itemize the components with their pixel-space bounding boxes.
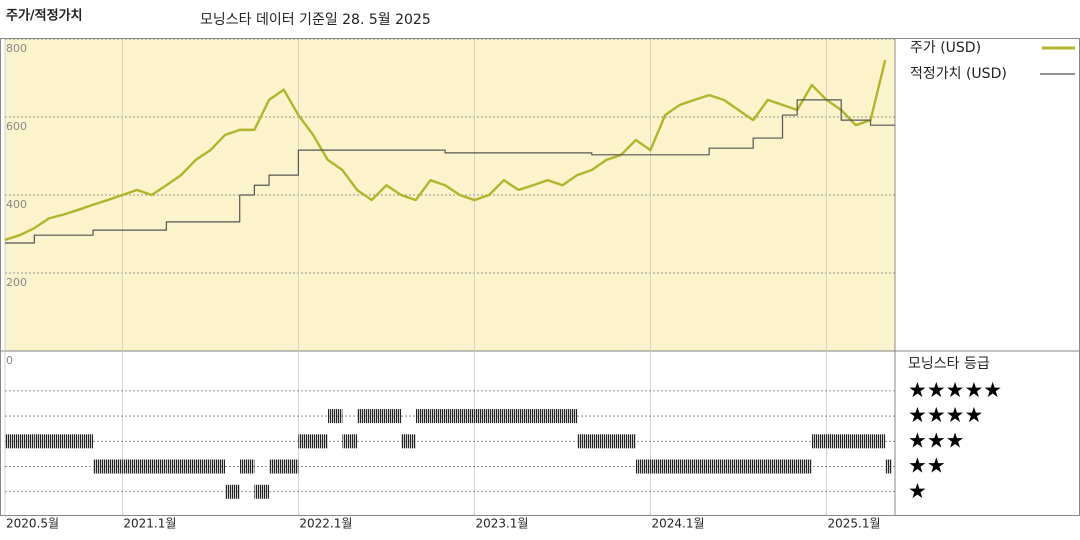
rating-bar [283, 459, 299, 474]
rating-bar [181, 459, 196, 474]
rating-label: ★★ [908, 454, 946, 478]
chart-subtitle: 모닝스타 데이터 기준일 28. 5월 2025 [200, 12, 431, 28]
rating-label: ★★★★ [908, 403, 983, 427]
rating-bar [606, 434, 622, 449]
y-tick-label: 200 [6, 276, 27, 289]
rating-bar [151, 459, 167, 474]
rating-bar [254, 484, 270, 499]
rating-bar [679, 459, 695, 474]
rating-bar [430, 409, 446, 424]
chart-title: 주가/적정가치 [6, 8, 83, 24]
rating-title: 모닝스타 등급 [908, 356, 990, 372]
rating-bar [313, 434, 328, 449]
y-tick-label: 0 [6, 354, 13, 367]
rating-bar [489, 409, 504, 424]
rating-bar [371, 409, 387, 424]
x-tick-label: 2023.1월 [475, 517, 528, 531]
rating-bar [870, 434, 886, 449]
rating-bar [327, 409, 343, 424]
rating-bar [577, 434, 592, 449]
rating-bar [239, 459, 255, 474]
rating-bar [210, 459, 226, 474]
rating-bar [459, 409, 475, 424]
rating-bar [137, 459, 152, 474]
rating-bar [694, 459, 710, 474]
y-tick-label: 600 [6, 120, 27, 133]
rating-bar [855, 434, 871, 449]
rating-bar [533, 409, 548, 424]
rating-bar [782, 459, 798, 474]
rating-bar [195, 459, 211, 474]
rating-label: ★★★ [908, 428, 964, 452]
rating-bar [738, 459, 754, 474]
x-tick-label: 2022.1월 [299, 517, 352, 531]
rating-label: ★ [908, 479, 927, 503]
rating-bar [665, 459, 680, 474]
rating-bar [225, 484, 240, 499]
rating-bar [811, 434, 827, 449]
rating-bar [562, 409, 578, 424]
rating-bar [166, 459, 182, 474]
x-tick-label: 2021.1월 [123, 517, 176, 531]
y-tick-label: 800 [6, 42, 27, 55]
rating-bar [386, 409, 402, 424]
rating-bar [723, 459, 739, 474]
rating-bar [19, 434, 35, 449]
legend-label: 주가 (USD) [910, 40, 981, 56]
rating-bar [635, 459, 651, 474]
rating-bar [415, 409, 431, 424]
rating-bar [650, 459, 666, 474]
rating-bar [34, 434, 50, 449]
rating-bar [342, 434, 358, 449]
rating-bar [107, 459, 123, 474]
x-tick-label: 2020.5월 [6, 517, 59, 531]
rating-bar [401, 434, 416, 449]
series-line [5, 99, 895, 244]
rating-bar [621, 434, 636, 449]
rating-bar [298, 434, 314, 449]
rating-bar [5, 434, 20, 449]
y-tick-label: 400 [6, 198, 27, 211]
x-tick-label: 2024.1월 [651, 517, 704, 531]
rating-bar [518, 409, 534, 424]
rating-bar [841, 434, 856, 449]
rating-bar [63, 434, 79, 449]
rating-bar [767, 459, 783, 474]
rating-bar [93, 459, 108, 474]
rating-bar [797, 459, 812, 474]
rating-bar [122, 459, 138, 474]
rating-label: ★★★★★ [908, 378, 1002, 402]
rating-bar [753, 459, 768, 474]
rating-bar [445, 409, 460, 424]
rating-bar [269, 459, 284, 474]
rating-bar [591, 434, 607, 449]
rating-bar [826, 434, 842, 449]
rating-bar [78, 434, 94, 449]
rating-bar [474, 409, 490, 424]
rating-bar [547, 409, 563, 424]
legend-label: 적정가치 (USD) [910, 66, 1007, 82]
x-tick-label: 2025.1월 [828, 517, 881, 531]
rating-bar [885, 459, 892, 474]
rating-bar [503, 409, 519, 424]
rating-bar [49, 434, 64, 449]
rating-bar [709, 459, 724, 474]
rating-bar [357, 409, 372, 424]
series-line [4, 59, 887, 241]
